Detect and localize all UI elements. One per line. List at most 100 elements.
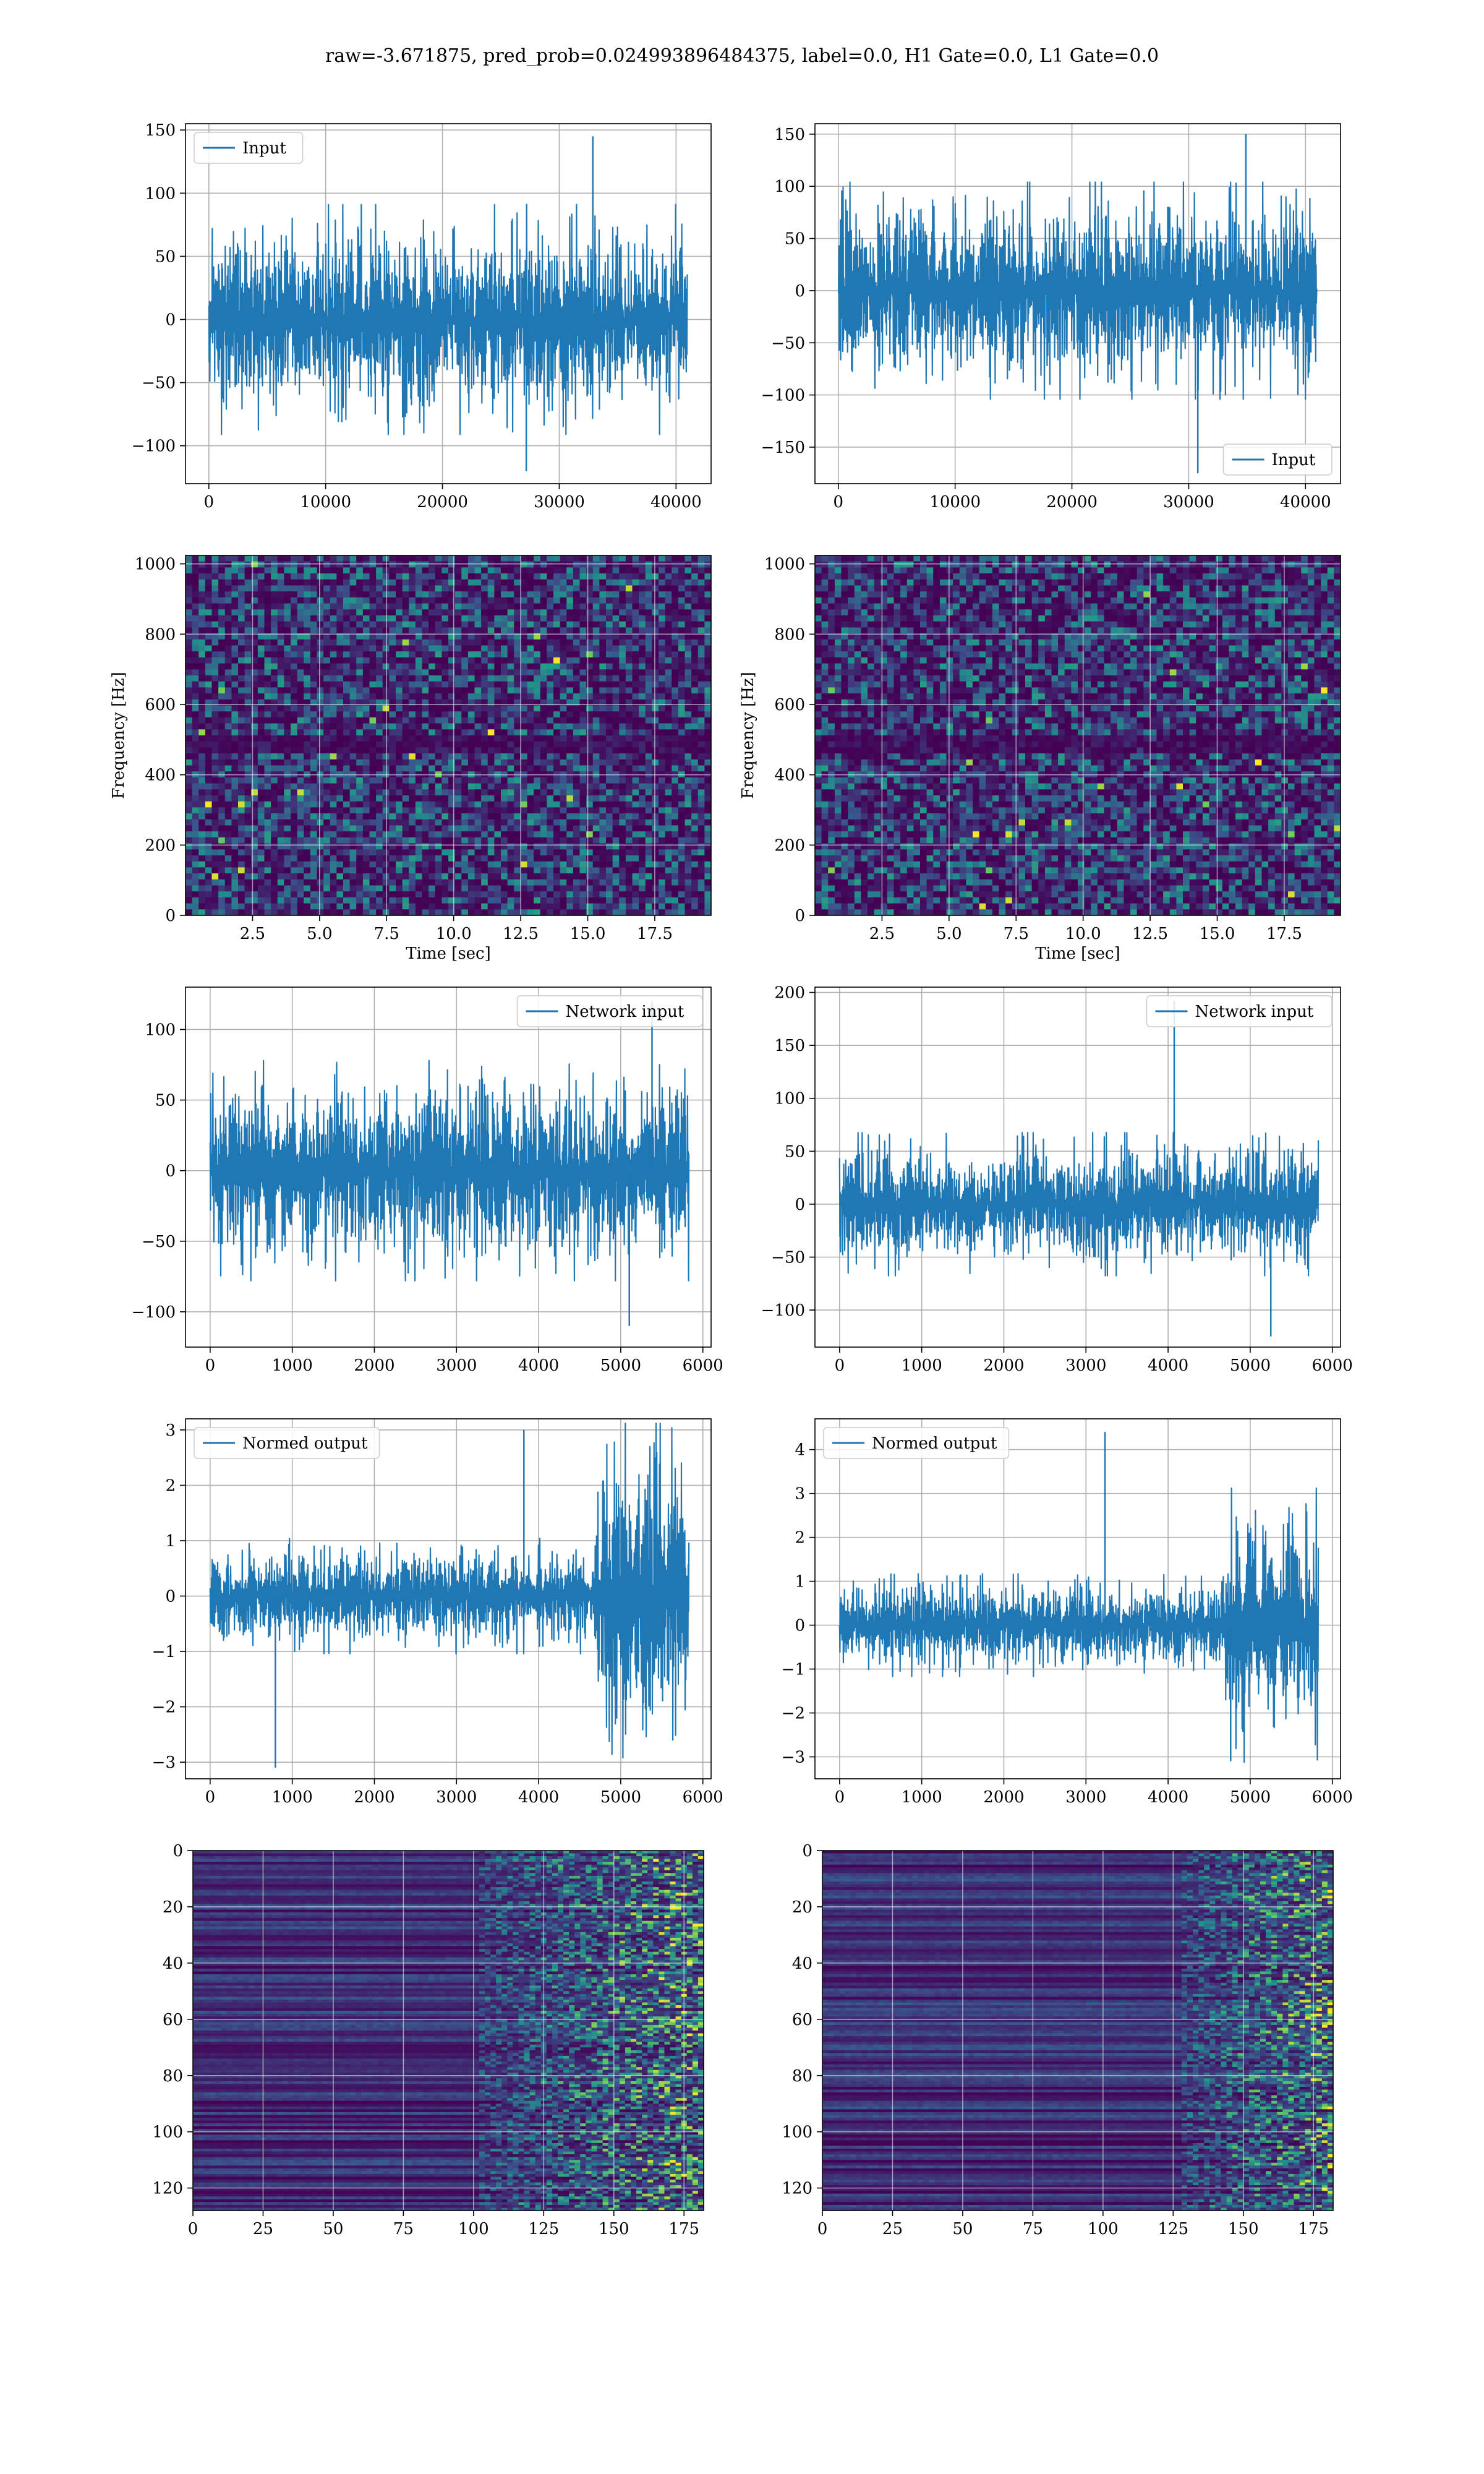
spectrogram-cell — [277, 873, 284, 880]
spectrogram-cell — [520, 615, 528, 622]
spectrogram-cell — [553, 633, 561, 640]
spectrogram-cell — [547, 867, 554, 874]
spectrogram-cell — [264, 741, 271, 748]
spectrogram-cell — [422, 867, 429, 874]
spectrogram-cell — [251, 777, 258, 784]
spectrogram-cell — [277, 879, 284, 886]
spectrogram-cell — [435, 783, 442, 790]
spectrogram-cell — [441, 897, 449, 904]
spectrogram-cell — [310, 705, 318, 712]
spectrogram-cell — [441, 729, 449, 736]
spectrogram-cell — [625, 687, 633, 694]
spectrogram-cell — [435, 603, 442, 610]
spectrogram-cell — [553, 561, 561, 568]
spectrogram-cell — [192, 627, 199, 634]
spectrogram-cell — [599, 747, 607, 754]
spectrogram-cell — [560, 873, 567, 880]
spectrogram-cell — [251, 909, 258, 915]
spectrogram-cell — [592, 765, 600, 772]
spectrogram-cell — [192, 585, 199, 592]
spectrogram-cell — [632, 819, 639, 826]
spectrogram-cell — [362, 909, 370, 915]
spectrogram-cell — [441, 843, 449, 850]
spectrogram-cell — [467, 783, 475, 790]
spectrogram-cell — [586, 639, 594, 646]
spectrogram-cell — [560, 903, 567, 910]
spectrogram-cell — [310, 813, 318, 820]
spectrogram-cell — [396, 717, 403, 724]
spectrogram-cell — [409, 795, 416, 802]
spectrogram-cell — [356, 777, 364, 784]
spectrogram-cell — [376, 837, 383, 844]
spectrogram-cell — [540, 681, 547, 688]
spectrogram-cell — [244, 711, 252, 718]
spectrogram-cell — [231, 669, 239, 676]
spectrogram-cell — [271, 627, 278, 634]
spectrogram-cell — [343, 831, 351, 838]
spectrogram-cell — [382, 555, 390, 562]
spectrogram-cell — [672, 627, 679, 634]
spectrogram-cell — [415, 843, 423, 850]
spectrogram-cell — [586, 711, 594, 718]
spectrogram-cell — [271, 729, 278, 736]
spectrogram-cell — [343, 843, 351, 850]
spectrogram-cell — [264, 591, 271, 598]
spectrogram-cell — [501, 573, 508, 580]
spectrogram-cell — [547, 669, 554, 676]
spectrogram-cell — [481, 651, 488, 658]
spectrogram-cell — [310, 573, 318, 580]
spectrogram-cell — [586, 657, 594, 664]
spectrogram-cell — [231, 723, 239, 730]
spectrogram-cell — [501, 567, 508, 574]
spectrogram-cell — [409, 903, 416, 910]
spectrogram-cell — [481, 555, 488, 562]
spectrogram-cell — [356, 591, 364, 598]
spectrogram-cell — [474, 891, 482, 898]
spectrogram-cell — [362, 729, 370, 736]
spectrogram-cell — [310, 717, 318, 724]
spectrogram-cell — [422, 813, 429, 820]
spectrogram-cell — [297, 819, 304, 826]
spectrogram-cell — [231, 555, 239, 562]
y-tick-label: −50 — [771, 334, 805, 353]
spectrogram-cell — [573, 597, 581, 604]
spectrogram-cell — [678, 873, 686, 880]
spectrogram-cell — [697, 801, 705, 808]
spectrogram-cell — [349, 579, 357, 586]
spectrogram-cell — [481, 885, 488, 892]
spectrogram-cell — [467, 837, 475, 844]
spectrogram-cell — [474, 645, 482, 652]
spectrogram-cell — [304, 843, 311, 850]
spectrogram-cell — [501, 783, 508, 790]
spectrogram-cell — [691, 573, 699, 580]
spectrogram-cell — [606, 807, 613, 814]
spectrogram-cell — [704, 615, 711, 622]
spectrogram-cell — [540, 843, 547, 850]
spectrogram-cell — [625, 741, 633, 748]
spectrogram-cell — [487, 741, 495, 748]
spectrogram-cell — [415, 789, 423, 796]
spectrogram-cell — [343, 795, 351, 802]
spectrogram-cell — [304, 753, 311, 760]
spectrogram-cell — [586, 795, 594, 802]
spectrogram-cell — [599, 711, 607, 718]
spectrogram-cell — [448, 807, 456, 814]
spectrogram-cell — [586, 681, 594, 688]
spectrogram-cell — [612, 621, 620, 628]
spectrogram-cell — [291, 669, 298, 676]
spectrogram-cell — [573, 729, 581, 736]
spectrogram-cell — [349, 885, 357, 892]
spectrogram-cell — [441, 579, 449, 586]
spectrogram-cell — [606, 555, 613, 562]
spectrogram-cell — [652, 825, 659, 832]
spectrogram-cell — [448, 735, 456, 742]
spectrogram-cell — [271, 897, 278, 904]
spectrogram-cell — [356, 759, 364, 766]
spectrogram-cell — [211, 615, 219, 622]
spectrogram-cell — [343, 825, 351, 832]
spectrogram-cell — [625, 819, 633, 826]
spectrogram-cell — [429, 597, 436, 604]
spectrogram-cell — [409, 747, 416, 754]
spectrogram-cell — [435, 723, 442, 730]
spectrogram-cell — [573, 603, 581, 610]
